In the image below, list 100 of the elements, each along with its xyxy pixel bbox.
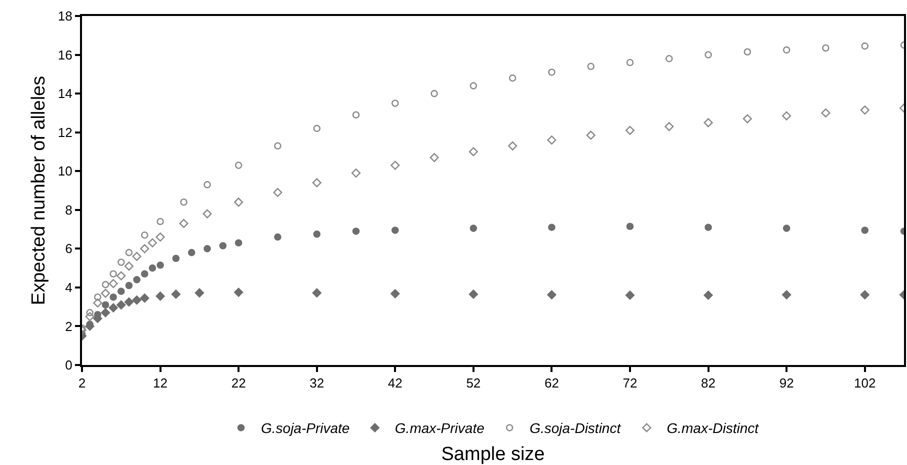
point <box>313 124 321 132</box>
point <box>140 244 150 254</box>
point <box>204 181 211 188</box>
point <box>180 198 188 206</box>
point <box>93 298 102 308</box>
point <box>547 290 556 300</box>
point <box>202 209 212 218</box>
point <box>860 105 870 115</box>
point <box>312 288 322 298</box>
point <box>352 111 360 119</box>
point <box>124 297 134 307</box>
point <box>234 198 244 207</box>
x-tick-label: 12 <box>153 376 168 391</box>
point <box>234 162 242 169</box>
point <box>430 152 439 162</box>
point <box>179 218 188 228</box>
point <box>116 271 126 280</box>
x-tick-label: 102 <box>854 376 876 391</box>
point <box>391 100 399 107</box>
y-axis-title: Expected number of alleles <box>28 76 50 306</box>
point <box>861 42 869 50</box>
legend-label: G.max-Private <box>394 420 485 436</box>
point <box>782 224 790 232</box>
point <box>102 301 110 309</box>
point <box>140 231 148 239</box>
legend-label: G.soja-Distinct <box>530 420 622 436</box>
point <box>234 288 244 297</box>
x-tick-label: 72 <box>622 376 638 391</box>
point <box>312 178 322 188</box>
point <box>117 258 125 266</box>
x-tick-label: 92 <box>779 376 794 391</box>
x-tick-label: 22 <box>231 376 246 391</box>
point <box>782 290 792 300</box>
y-tick-label: 10 <box>58 164 72 179</box>
point <box>821 108 830 118</box>
point <box>430 90 438 98</box>
x-axis-title: Sample size <box>441 444 545 465</box>
point <box>704 224 712 231</box>
point <box>782 111 792 120</box>
point <box>140 270 148 278</box>
y-tick-label: 0 <box>65 358 72 373</box>
point <box>586 130 596 140</box>
point <box>156 218 164 226</box>
point <box>274 142 282 150</box>
point <box>548 224 556 231</box>
point <box>860 290 870 300</box>
y-tick-label: 18 <box>58 8 72 24</box>
y-tick-label: 4 <box>65 280 72 295</box>
point <box>782 46 790 54</box>
y-tick-label: 12 <box>58 124 72 140</box>
point <box>234 239 242 246</box>
point <box>508 74 516 82</box>
point <box>468 290 478 299</box>
y-tick-label: 6 <box>65 241 72 256</box>
point <box>470 224 478 232</box>
point <box>102 280 110 288</box>
point <box>704 51 712 58</box>
point <box>351 168 361 178</box>
legend-label: G.max-Distinct <box>666 420 760 436</box>
point <box>273 188 282 197</box>
point <box>156 232 165 242</box>
point <box>625 290 635 300</box>
point <box>110 270 117 278</box>
y-tick-label: 16 <box>58 47 72 62</box>
point <box>274 233 282 241</box>
point <box>108 303 118 312</box>
point <box>100 308 110 318</box>
point <box>100 288 110 298</box>
point <box>391 226 399 234</box>
point <box>742 114 752 124</box>
y-tick-label: 8 <box>65 202 72 218</box>
point <box>125 248 133 256</box>
point <box>148 264 156 272</box>
point <box>744 48 752 56</box>
point <box>704 118 713 128</box>
point <box>548 68 556 76</box>
point <box>587 62 595 70</box>
point <box>132 252 142 261</box>
point <box>171 290 180 299</box>
point <box>188 248 196 256</box>
point <box>94 293 102 301</box>
point <box>124 262 134 271</box>
y-tick-label: 2 <box>65 318 72 334</box>
point <box>140 294 150 303</box>
point <box>470 82 478 90</box>
x-tick-label: 42 <box>388 376 402 391</box>
point <box>822 44 830 52</box>
y-tick-label: 14 <box>58 86 72 102</box>
point <box>86 309 94 316</box>
point <box>156 262 164 269</box>
point <box>194 288 204 298</box>
point <box>133 276 140 284</box>
point <box>219 242 227 250</box>
point <box>626 58 634 66</box>
point <box>108 279 118 288</box>
point <box>132 296 142 305</box>
point <box>664 122 674 132</box>
point <box>547 136 556 145</box>
point <box>85 312 94 322</box>
x-tick-label: 82 <box>701 376 716 391</box>
